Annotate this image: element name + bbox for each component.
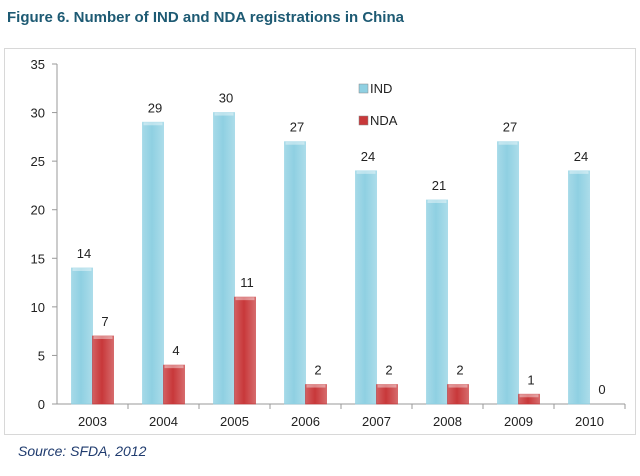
y-tick-label: 35 [31, 57, 45, 72]
bar-top-highlight [377, 384, 397, 388]
data-label: 0 [598, 382, 605, 397]
data-label: 27 [290, 120, 304, 135]
y-tick-label: 20 [31, 203, 45, 218]
x-tick-label: 2004 [149, 414, 178, 429]
y-tick-label: 30 [31, 106, 45, 121]
bar-nda [234, 296, 256, 405]
data-label: 2 [456, 363, 463, 378]
bar-ind [142, 121, 164, 405]
bar-top-highlight [498, 141, 518, 145]
x-tick-label: 2007 [362, 414, 391, 429]
data-label: 7 [101, 314, 108, 329]
bar-top-highlight [235, 297, 255, 301]
bar-ind [355, 170, 377, 405]
data-label: 24 [574, 149, 588, 164]
bar-top-highlight [72, 268, 92, 271]
data-label: 21 [432, 178, 446, 193]
x-tick-label: 2003 [78, 414, 107, 429]
bar-top-highlight [427, 200, 447, 203]
bar-top-highlight [164, 365, 184, 369]
bar-top-highlight [448, 384, 468, 388]
bar-nda [447, 384, 469, 405]
x-tick-label: 2009 [504, 414, 533, 429]
y-tick-label: 0 [38, 397, 45, 412]
bar-nda [163, 364, 185, 405]
source-note: Source: SFDA, 2012 [18, 443, 147, 459]
y-tick-label: 5 [38, 348, 45, 363]
x-tick-label: 2005 [220, 414, 249, 429]
bar-ind [71, 267, 93, 405]
legend-label: IND [370, 81, 392, 96]
data-label: 4 [172, 343, 179, 358]
data-label: 24 [361, 149, 375, 164]
bar-top-highlight [285, 141, 305, 145]
x-tick-label: 2010 [575, 414, 604, 429]
x-tick-label: 2008 [433, 414, 462, 429]
data-label: 2 [314, 363, 321, 378]
bar-nda [376, 384, 398, 405]
data-label: 30 [219, 91, 233, 106]
bar-top-highlight [519, 394, 539, 398]
bar-top-highlight [306, 384, 326, 388]
bar-top-highlight [214, 112, 234, 116]
legend-swatch-nda [358, 115, 369, 126]
bar-top-highlight [356, 170, 376, 174]
bar-top-highlight [93, 336, 113, 339]
bar-nda [92, 335, 114, 405]
bar-ind [568, 170, 590, 405]
chart-title: Figure 6. Number of IND and NDA registra… [7, 9, 404, 26]
legend-label: NDA [370, 113, 398, 128]
y-tick-label: 25 [31, 154, 45, 169]
bar-top-highlight [143, 122, 163, 126]
bar-ind [213, 112, 235, 405]
bar-ind [426, 199, 448, 405]
y-tick-label: 10 [31, 300, 45, 315]
data-label: 1 [527, 372, 534, 387]
data-label: 29 [148, 100, 162, 115]
data-label: 27 [503, 120, 517, 135]
bar-nda [305, 384, 327, 405]
legend-swatch-ind [358, 83, 369, 94]
y-tick-label: 15 [31, 251, 45, 266]
x-tick-label: 2006 [291, 414, 320, 429]
bar-ind [284, 141, 306, 405]
data-label: 14 [77, 246, 91, 261]
chart-frame [4, 48, 636, 435]
data-label: 2 [385, 363, 392, 378]
bar-ind [497, 141, 519, 405]
bar-nda [518, 393, 540, 405]
bar-top-highlight [569, 170, 589, 174]
data-label: 11 [240, 275, 254, 290]
